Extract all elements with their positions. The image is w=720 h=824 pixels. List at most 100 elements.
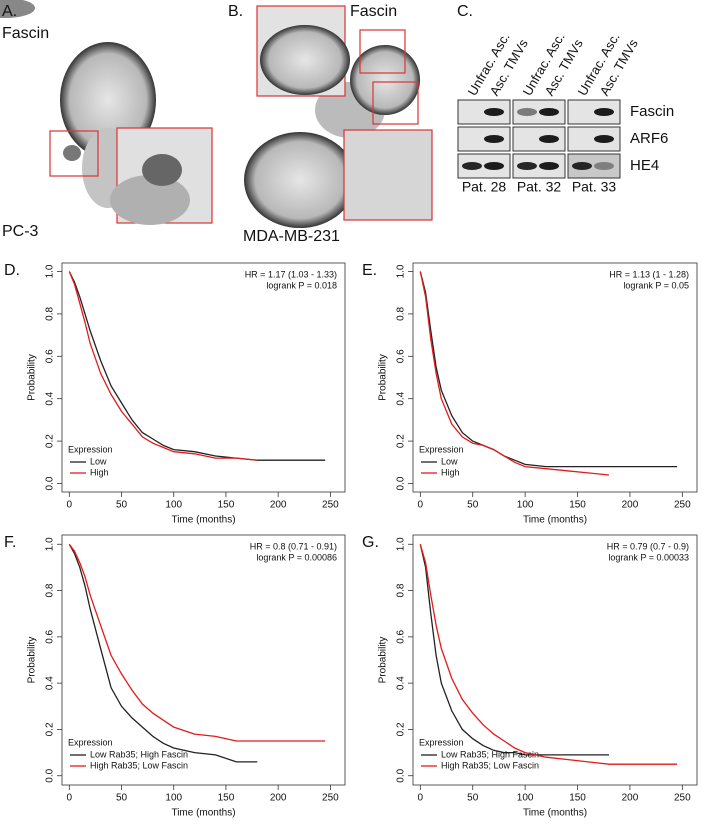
panel-letter: E.: [362, 262, 377, 279]
blot-band: [539, 135, 559, 143]
cell: [110, 175, 190, 225]
legend-title: Expression: [419, 444, 464, 454]
x-tick-label: 150: [218, 793, 235, 804]
legend-label: High: [441, 467, 460, 477]
cell: [142, 154, 182, 186]
plot-frame: [61, 262, 346, 493]
row-label: Fascin: [630, 103, 674, 120]
x-axis-label: Time (months): [171, 808, 235, 819]
legend-title: Expression: [68, 444, 113, 454]
panel-letter: F.: [4, 534, 16, 551]
survival-curve: [419, 544, 609, 756]
survival-curve: [68, 271, 326, 461]
y-axis-label: Probability: [27, 354, 38, 401]
y-tick-label: 0.0: [396, 476, 407, 490]
y-tick-label: 1.0: [396, 537, 407, 551]
y-tick-label: 0.0: [45, 476, 56, 490]
patient-label: Pat. 33: [572, 179, 617, 195]
panel-b: B. Fascin MDA-MB-231: [228, 3, 433, 245]
zoom-box: [359, 29, 406, 74]
annotation: logrank P = 0.018: [266, 280, 337, 290]
blot-band: [594, 162, 614, 170]
x-tick-label: 50: [116, 793, 128, 804]
legend-title: Expression: [419, 737, 464, 747]
row-label: ARF6: [630, 130, 668, 147]
cell: [260, 25, 350, 95]
legend-label: Low Rab35; High Fascin: [441, 749, 539, 759]
survival-curve: [419, 271, 610, 476]
y-tick-label: 1.0: [396, 264, 407, 278]
y-tick-label: 0.4: [45, 676, 56, 690]
annotation: logrank P = 0.00086: [256, 552, 337, 562]
x-tick-label: 200: [270, 793, 287, 804]
stain-label: Fascin: [2, 25, 49, 42]
x-tick-label: 200: [622, 793, 639, 804]
panel-letter: A.: [2, 3, 17, 20]
y-tick-label: 0.0: [396, 768, 407, 782]
y-tick-label: 0.6: [396, 349, 407, 363]
x-tick-label: 150: [569, 500, 586, 511]
blot-band: [517, 162, 537, 170]
y-tick-label: 0.4: [396, 391, 407, 405]
blot-band: [594, 135, 614, 143]
x-tick-label: 0: [67, 500, 73, 511]
x-tick-label: 200: [270, 500, 287, 511]
y-tick-label: 0.2: [396, 434, 407, 448]
blot-band: [539, 108, 559, 116]
survival-curve: [68, 271, 258, 461]
y-tick-label: 0.8: [396, 307, 407, 321]
x-tick-label: 100: [517, 793, 534, 804]
legend-label: High: [90, 467, 109, 477]
plot-frame: [61, 534, 346, 786]
blot-band: [484, 135, 504, 143]
y-tick-label: 0.8: [45, 583, 56, 597]
stain-label: Fascin: [350, 3, 397, 20]
y-tick-label: 1.0: [45, 537, 56, 551]
plot-frame: [412, 262, 698, 493]
survival-curve: [419, 544, 678, 765]
annotation: HR = 0.8 (0.71 - 0.91): [250, 541, 337, 551]
x-tick-label: 50: [467, 793, 479, 804]
annotation: logrank P = 0.05: [623, 280, 689, 290]
blot-band: [484, 108, 504, 116]
y-tick-label: 0.6: [396, 629, 407, 643]
x-tick-label: 200: [622, 500, 639, 511]
blot-band: [462, 162, 482, 170]
panel-letter: C.: [457, 3, 473, 20]
x-tick-label: 0: [418, 793, 424, 804]
panel-letter: G.: [362, 534, 379, 551]
y-tick-label: 0.2: [396, 722, 407, 736]
blot-band: [572, 162, 592, 170]
legend-label: Low: [441, 456, 458, 466]
annotation: logrank P = 0.00033: [608, 552, 689, 562]
annotation: HR = 1.13 (1 - 1.28): [609, 269, 689, 279]
y-tick-label: 0.2: [45, 722, 56, 736]
cell: [244, 132, 356, 228]
cell-line-label: MDA-MB-231: [243, 228, 340, 245]
legend-label: Low: [90, 456, 107, 466]
survival-curve: [68, 543, 258, 763]
panel-a: A. Fascin PC-3: [0, 0, 213, 240]
y-tick-label: 0.4: [396, 676, 407, 690]
y-axis-label: Probability: [378, 637, 389, 684]
row-label: HE4: [630, 157, 659, 174]
y-tick-label: 0.8: [45, 307, 56, 321]
y-tick-label: 0.6: [45, 629, 56, 643]
patient-label: Pat. 32: [517, 179, 562, 195]
blot-strip: [567, 153, 621, 179]
x-tick-label: 150: [569, 793, 586, 804]
panel-letter: D.: [4, 262, 20, 279]
cell-line-label: PC-3: [2, 223, 39, 240]
legend-title: Expression: [68, 737, 113, 747]
x-axis-label: Time (months): [523, 808, 587, 819]
zoom-box: [49, 130, 99, 177]
x-tick-label: 100: [165, 500, 182, 511]
legend-label: Low Rab35; High Fascin: [90, 749, 188, 759]
y-tick-label: 0.0: [45, 768, 56, 782]
y-tick-label: 0.4: [45, 391, 56, 405]
x-tick-label: 150: [218, 500, 235, 511]
y-tick-label: 0.8: [396, 583, 407, 597]
y-tick-label: 0.2: [45, 434, 56, 448]
